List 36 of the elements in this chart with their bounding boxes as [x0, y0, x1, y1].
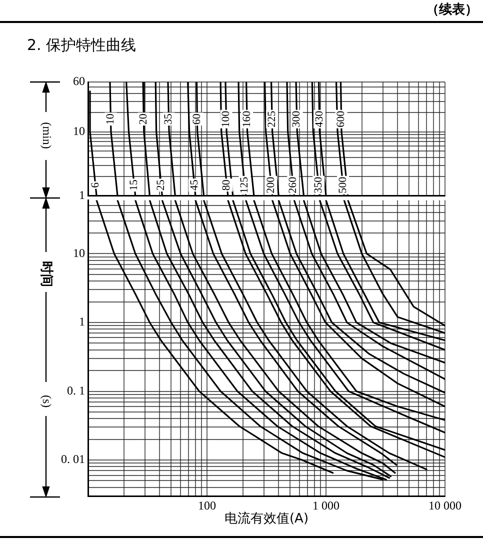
text: 300	[290, 110, 303, 128]
text: (min)	[40, 122, 54, 149]
x-axis-title: 电流有效值(A)	[224, 510, 309, 526]
text: 500	[336, 176, 349, 194]
x-tick-label: 10 000	[428, 498, 462, 512]
y-tick-label: 10	[73, 246, 85, 260]
text: （续表）	[426, 2, 478, 18]
text: (s)	[40, 395, 54, 408]
y-tick-label: 0. 01	[61, 452, 85, 466]
text: 430	[313, 110, 326, 128]
y-tick-label: 0. 1	[67, 383, 85, 398]
y-tick-label: 60	[73, 74, 85, 88]
text: 35	[162, 113, 175, 125]
x-tick-label: 100	[198, 498, 216, 512]
text: 225	[266, 110, 278, 128]
y-tick-label: 1	[79, 314, 85, 329]
text: 6	[89, 182, 102, 188]
text: 350	[312, 176, 324, 194]
text: 160	[240, 110, 253, 128]
y-tick-label: 10	[73, 124, 85, 138]
text: 125	[238, 176, 251, 194]
text: 15	[128, 179, 140, 191]
text: 100	[220, 110, 232, 128]
chart-title: 2. 保护特性曲线	[27, 36, 136, 54]
y-axis-title: 时间	[38, 261, 54, 288]
x-tick-label: 1 000	[312, 498, 340, 512]
text: 80	[220, 179, 233, 191]
text: 60	[191, 113, 204, 125]
text: 600	[335, 110, 348, 128]
text: 25	[155, 179, 168, 191]
text: 45	[188, 179, 200, 191]
text: 10	[104, 113, 117, 125]
text: 260	[286, 176, 299, 194]
text: 20	[138, 113, 150, 125]
y-tick-label: 1	[79, 188, 85, 202]
text: 200	[265, 176, 278, 194]
